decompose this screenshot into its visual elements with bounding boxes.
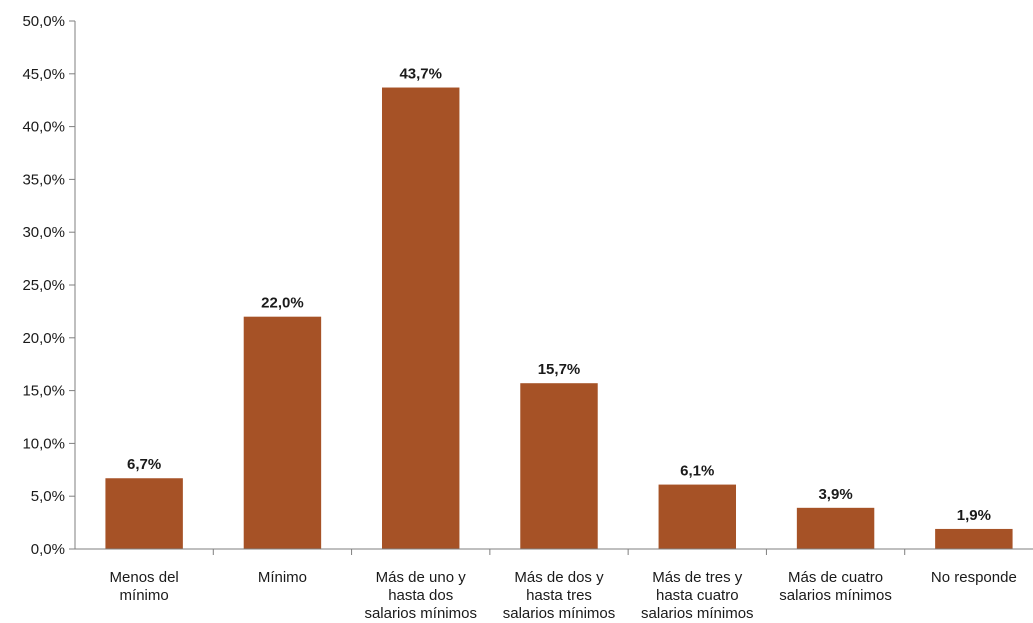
data-label: 43,7% (399, 66, 442, 83)
x-tick-label: Mínimo (258, 569, 307, 586)
y-tick-label: 45,0% (22, 66, 65, 83)
x-tick-label: hasta cuatro (656, 587, 739, 604)
x-tick-label: Menos del (110, 569, 179, 586)
y-tick-label: 40,0% (22, 119, 65, 136)
y-tick-label: 0,0% (31, 541, 65, 558)
data-label: 1,9% (957, 507, 991, 524)
x-tick-label: Más de dos y (514, 569, 604, 586)
bar (105, 478, 183, 549)
bar (796, 507, 875, 549)
bar (520, 383, 598, 549)
bar (658, 484, 737, 549)
data-label: 6,7% (127, 456, 161, 473)
y-tick-label: 30,0% (22, 224, 65, 241)
x-tick-label: mínimo (120, 587, 169, 604)
x-tick-label: Más de tres y (652, 569, 743, 586)
y-tick-label: 50,0% (22, 13, 65, 30)
x-tick-label: salarios mínimos (641, 605, 754, 622)
x-tick-label: Más de uno y (376, 569, 467, 586)
y-tick-label: 20,0% (22, 330, 65, 347)
x-tick-label: hasta tres (526, 587, 592, 604)
x-tick-label: Más de cuatro (788, 569, 883, 586)
data-label: 6,1% (680, 463, 714, 480)
data-label: 3,9% (818, 486, 852, 503)
x-tick-label: salarios mínimos (503, 605, 616, 622)
y-axis: 0,0% 5,0% 10,0% 15,0% 20,0% 25,0% 30,0% 35,0% 40… (22, 13, 76, 558)
bar (935, 528, 1013, 549)
data-labels: 6,7% 22,0% 43,7% 15,7% 6,1% 3,9% 1,9% (127, 66, 991, 524)
y-tick-label: 15,0% (22, 383, 65, 400)
bar (381, 87, 460, 549)
x-tick-label: hasta dos (388, 587, 453, 604)
data-label: 22,0% (261, 295, 304, 312)
x-tick-label: salarios mínimos (364, 605, 477, 622)
bar (243, 316, 322, 549)
x-tick-label: salarios mínimos (779, 587, 892, 604)
y-tick-label: 10,0% (22, 435, 65, 452)
x-tick-label: No responde (931, 569, 1017, 586)
y-tick-label: 25,0% (22, 277, 65, 294)
y-tick-label: 35,0% (22, 171, 65, 188)
data-label: 15,7% (538, 361, 581, 378)
y-tick-label: 5,0% (31, 488, 65, 505)
bars (105, 87, 1013, 549)
